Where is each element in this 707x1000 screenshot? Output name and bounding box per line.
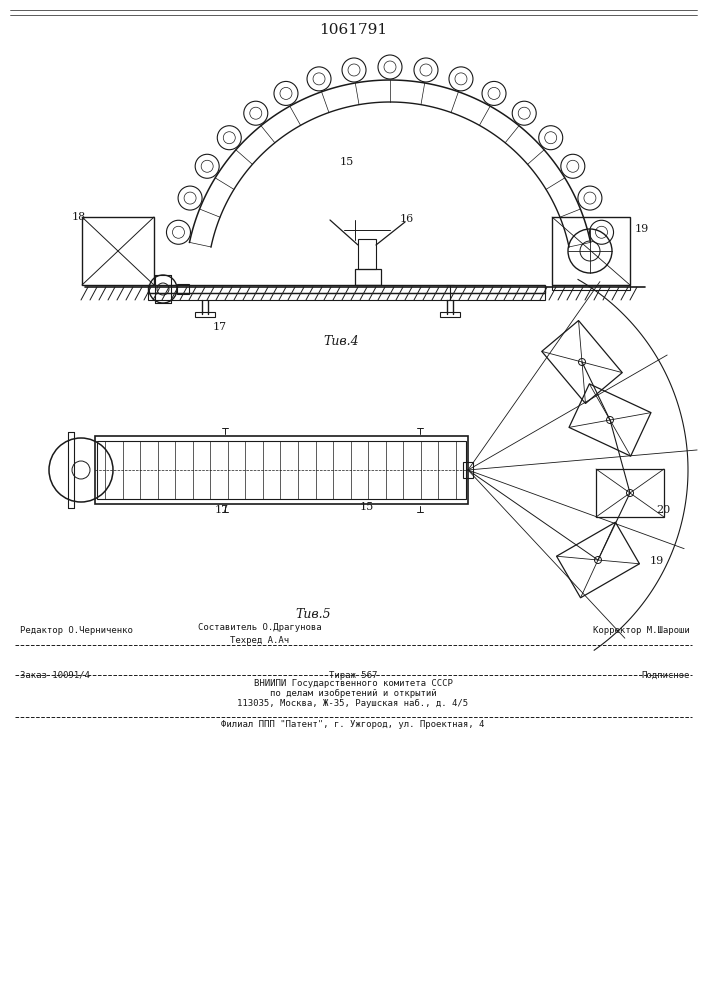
- Text: Техред А.Ач: Техред А.Ач: [230, 636, 290, 645]
- Bar: [95, 436, 468, 504]
- Text: 19: 19: [635, 224, 649, 234]
- Text: 15: 15: [360, 502, 374, 512]
- Bar: [552, 217, 630, 285]
- Text: Τив.4: Τив.4: [323, 335, 358, 348]
- Bar: [97, 441, 466, 499]
- Text: 15: 15: [340, 157, 354, 167]
- Text: ВНИИПИ Государственного комитета СССР: ВНИИПИ Государственного комитета СССР: [254, 679, 452, 688]
- Text: 17: 17: [213, 322, 227, 332]
- Bar: [195, 312, 215, 317]
- Text: 18: 18: [72, 212, 86, 222]
- Text: по делам изобретений и открытий: по делам изобретений и открытий: [269, 689, 436, 698]
- Bar: [148, 285, 545, 293]
- Text: 1061791: 1061791: [319, 23, 387, 37]
- Text: 20: 20: [656, 505, 670, 515]
- Text: 19: 19: [650, 556, 665, 566]
- Text: Составитель О.Драгунова: Составитель О.Драгунова: [198, 623, 322, 632]
- Text: Подписное: Подписное: [642, 671, 690, 680]
- Text: Филиал ППП "Патент", г. Ужгород, ул. Проектная, 4: Филиал ППП "Патент", г. Ужгород, ул. Про…: [221, 720, 485, 729]
- Text: Редактор О.Черниченко: Редактор О.Черниченко: [20, 626, 133, 635]
- Text: 113035, Москва, Ж-35, Раушская наб., д. 4/5: 113035, Москва, Ж-35, Раушская наб., д. …: [238, 699, 469, 708]
- Text: Заказ 10091/4: Заказ 10091/4: [20, 671, 90, 680]
- Bar: [440, 312, 460, 317]
- Text: Τив.5: Τив.5: [295, 608, 331, 621]
- Bar: [463, 462, 473, 478]
- Bar: [82, 217, 154, 285]
- Bar: [355, 269, 381, 285]
- Text: 16: 16: [400, 214, 414, 224]
- Bar: [177, 284, 189, 294]
- Text: 17: 17: [215, 505, 229, 515]
- Bar: [148, 293, 545, 300]
- Text: Корректор М.Шароши: Корректор М.Шароши: [593, 626, 690, 635]
- Text: Тираж 567: Тираж 567: [329, 671, 378, 680]
- Bar: [358, 239, 376, 269]
- Bar: [552, 285, 630, 290]
